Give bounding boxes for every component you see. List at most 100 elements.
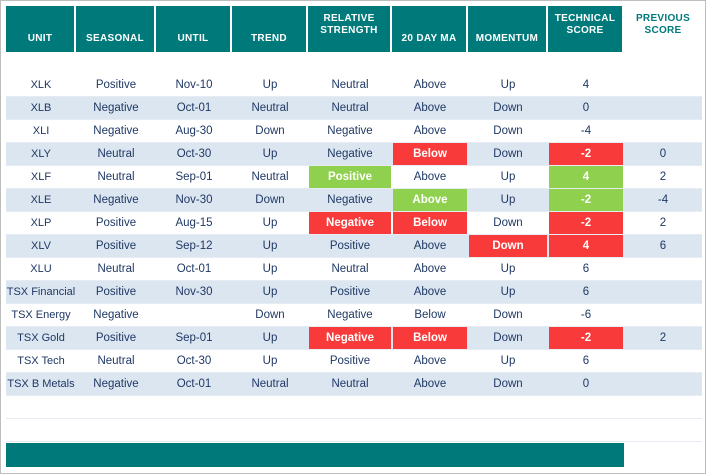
column-header-ma20[interactable]: 20 DAY MA: [392, 6, 468, 52]
cell-until[interactable]: Nov-30: [175, 194, 213, 206]
cell-trend[interactable]: Up: [262, 355, 278, 367]
cell-previous_score[interactable]: 2: [659, 171, 667, 183]
cell-technical_score[interactable]: -2: [548, 327, 624, 349]
cell-momentum[interactable]: Up: [500, 194, 516, 206]
cell-relative_strength[interactable]: Negative: [327, 148, 373, 160]
cell-relative_strength[interactable]: Negative: [327, 194, 373, 206]
cell-until[interactable]: [156, 304, 232, 326]
cell-seasonal[interactable]: Negative: [93, 194, 139, 206]
cell-relative_strength[interactable]: Neutral: [331, 378, 369, 390]
cell-previous_score[interactable]: 2: [659, 217, 667, 229]
cell-seasonal[interactable]: Negative: [93, 125, 139, 137]
cell-seasonal[interactable]: Positive: [95, 79, 137, 91]
cell-technical_score[interactable]: 0: [582, 378, 590, 390]
cell-trend[interactable]: Up: [262, 148, 278, 160]
cell-unit[interactable]: XLY: [31, 148, 51, 160]
cell-ma20[interactable]: Above: [413, 171, 447, 183]
column-header-unit[interactable]: UNIT: [6, 6, 76, 52]
cell-unit[interactable]: XLK: [30, 79, 52, 91]
cell-trend[interactable]: Up: [262, 332, 278, 344]
cell-ma20[interactable]: Above: [413, 263, 447, 275]
cell-empty[interactable]: [76, 396, 156, 418]
cell-seasonal[interactable]: Positive: [95, 217, 137, 229]
cell-unit[interactable]: TSX Tech: [17, 355, 65, 367]
cell-unit[interactable]: XLP: [30, 217, 52, 229]
cell-empty[interactable]: [624, 419, 702, 441]
cell-seasonal[interactable]: Negative: [93, 102, 139, 114]
cell-technical_score[interactable]: -4: [580, 125, 592, 137]
cell-relative_strength[interactable]: Positive: [329, 240, 371, 252]
cell-trend[interactable]: Up: [262, 79, 278, 91]
cell-ma20[interactable]: Above: [392, 189, 468, 211]
cell-relative_strength[interactable]: Neutral: [331, 79, 369, 91]
cell-trend[interactable]: Down: [255, 125, 285, 137]
cell-unit[interactable]: XLE: [30, 194, 52, 206]
cell-previous_score[interactable]: [624, 74, 702, 96]
column-header-seasonal[interactable]: SEASONAL: [76, 6, 156, 52]
cell-technical_score[interactable]: 6: [582, 263, 590, 275]
cell-empty[interactable]: [392, 419, 468, 441]
cell-momentum[interactable]: Down: [493, 148, 523, 160]
column-header-previous_score[interactable]: PREVIOUS SCORE: [624, 6, 702, 52]
cell-trend[interactable]: Up: [262, 217, 278, 229]
cell-seasonal[interactable]: Negative: [93, 309, 139, 321]
cell-technical_score[interactable]: 4: [548, 166, 624, 188]
cell-trend[interactable]: Neutral: [251, 378, 289, 390]
cell-ma20[interactable]: Above: [413, 102, 447, 114]
cell-until[interactable]: Oct-01: [176, 102, 212, 114]
cell-unit[interactable]: TSX Energy: [11, 309, 71, 321]
cell-momentum[interactable]: Down: [493, 378, 523, 390]
cell-empty[interactable]: [468, 396, 548, 418]
cell-relative_strength[interactable]: Negative: [308, 212, 392, 234]
cell-until[interactable]: Oct-01: [176, 378, 212, 390]
cell-previous_score[interactable]: [624, 281, 702, 303]
column-header-trend[interactable]: TREND: [232, 6, 308, 52]
cell-unit[interactable]: XLV: [31, 240, 51, 252]
cell-seasonal[interactable]: Positive: [95, 240, 137, 252]
cell-empty[interactable]: [232, 396, 308, 418]
cell-until[interactable]: Nov-10: [175, 79, 213, 91]
cell-ma20[interactable]: Above: [413, 125, 447, 137]
cell-seasonal[interactable]: Negative: [93, 378, 139, 390]
cell-technical_score[interactable]: 0: [582, 102, 590, 114]
cell-seasonal[interactable]: Positive: [95, 286, 137, 298]
cell-technical_score[interactable]: 4: [582, 79, 590, 91]
cell-empty[interactable]: [156, 419, 232, 441]
cell-seasonal[interactable]: Neutral: [97, 355, 135, 367]
cell-unit[interactable]: TSX B Metals: [7, 378, 75, 390]
column-header-technical_score[interactable]: TECHNICAL SCORE: [548, 6, 624, 52]
cell-unit[interactable]: TSX Gold: [17, 332, 65, 344]
cell-ma20[interactable]: Below: [392, 327, 468, 349]
cell-ma20[interactable]: Above: [413, 79, 447, 91]
cell-unit[interactable]: XLI: [32, 125, 50, 137]
cell-empty[interactable]: [6, 419, 76, 441]
cell-relative_strength[interactable]: Positive: [329, 286, 371, 298]
cell-trend[interactable]: Up: [262, 240, 278, 252]
cell-momentum[interactable]: Down: [493, 332, 523, 344]
cell-previous_score[interactable]: [624, 304, 702, 326]
cell-unit[interactable]: XLB: [30, 102, 52, 114]
cell-trend[interactable]: Down: [255, 194, 285, 206]
cell-technical_score[interactable]: -2: [548, 143, 624, 165]
cell-empty[interactable]: [548, 419, 624, 441]
cell-until[interactable]: Aug-15: [175, 217, 213, 229]
cell-momentum[interactable]: Up: [500, 263, 516, 275]
cell-technical_score[interactable]: 4: [548, 235, 624, 257]
cell-until[interactable]: Nov-30: [175, 286, 213, 298]
cell-empty[interactable]: [156, 396, 232, 418]
cell-momentum[interactable]: Up: [500, 79, 516, 91]
cell-until[interactable]: Oct-30: [176, 355, 212, 367]
cell-empty[interactable]: [308, 396, 392, 418]
cell-technical_score[interactable]: -2: [548, 189, 624, 211]
cell-momentum[interactable]: Down: [493, 217, 523, 229]
cell-unit[interactable]: XLU: [30, 263, 52, 275]
cell-technical_score[interactable]: -2: [548, 212, 624, 234]
cell-technical_score[interactable]: 6: [582, 355, 590, 367]
cell-ma20[interactable]: Above: [413, 378, 447, 390]
column-header-momentum[interactable]: MOMENTUM: [468, 6, 548, 52]
cell-relative_strength[interactable]: Positive: [308, 166, 392, 188]
cell-until[interactable]: Sep-12: [175, 240, 213, 252]
column-header-relative_strength[interactable]: RELATIVE STRENGTH: [308, 6, 392, 52]
cell-previous_score[interactable]: 6: [659, 240, 667, 252]
cell-previous_score[interactable]: 2: [659, 332, 667, 344]
